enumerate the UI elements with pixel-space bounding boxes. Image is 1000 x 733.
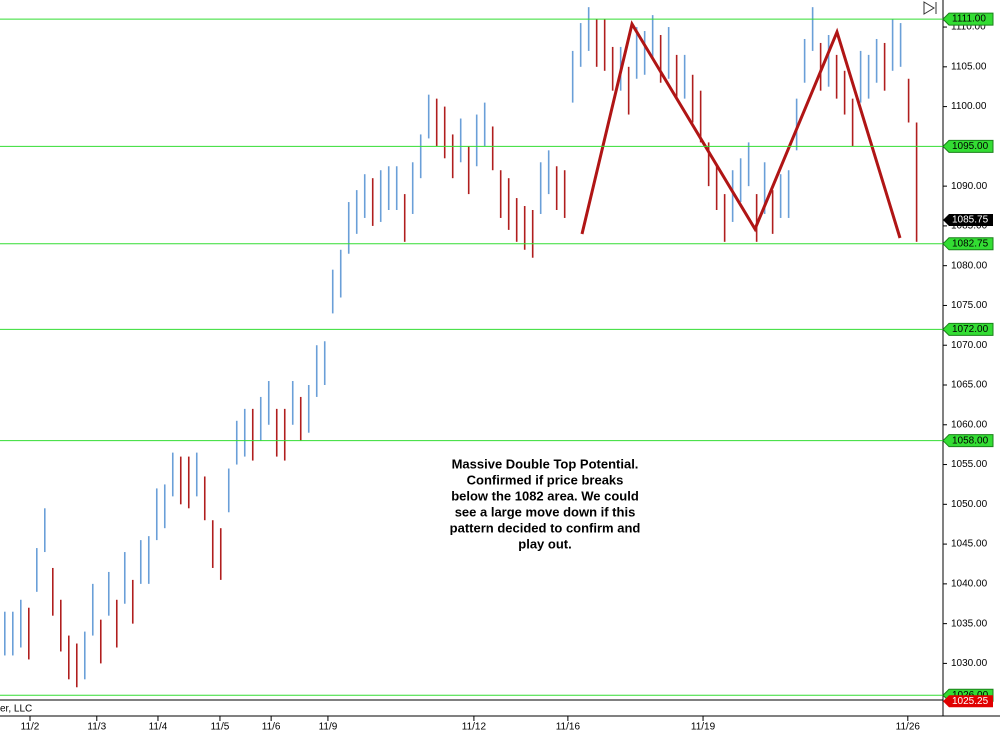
x-tick-label: 11/19 [691, 722, 716, 733]
footer-text: er, LLC [0, 704, 32, 715]
plot-area [3, 7, 918, 688]
level-tag [942, 139, 994, 153]
x-tick-label: 11/2 [21, 722, 40, 733]
x-tick-label: 11/4 [149, 722, 168, 733]
price-tag [943, 695, 993, 708]
annotation-line: pattern decided to confirm and [450, 520, 641, 535]
level-label: 1072.00 [952, 324, 989, 335]
y-tick-label: 1110.00 [951, 22, 986, 33]
y-tick-label: 1105.00 [951, 61, 987, 72]
level-tag [942, 237, 994, 251]
y-tick-label: 1085.00 [951, 221, 988, 232]
x-tick-label: 11/6 [262, 722, 281, 733]
x-tick-label: 11/3 [87, 722, 106, 733]
level-label: 1111.00 [952, 14, 986, 25]
y-tick-label: 1040.00 [951, 579, 988, 590]
annotation-line: play out. [518, 536, 571, 551]
level-tag [942, 434, 994, 448]
corner-icon [923, 1, 937, 15]
y-tick-label: 1080.00 [951, 260, 988, 271]
level-label: 1058.00 [952, 435, 989, 446]
y-tick-label: 1090.00 [951, 181, 988, 192]
y-tick-label: 1075.00 [951, 300, 988, 311]
y-tick-label: 1035.00 [951, 618, 988, 629]
y-tick-label: 1055.00 [951, 459, 988, 470]
y-tick-label: 1100.00 [951, 101, 987, 112]
y-tick-label: 1030.00 [951, 658, 988, 669]
level-tag [942, 322, 994, 336]
price-tag [943, 213, 993, 226]
level-tag [942, 12, 994, 26]
x-tick-label: 11/26 [896, 722, 921, 733]
y-tick-label: 1070.00 [951, 340, 988, 351]
level-label: 1095.00 [952, 141, 989, 152]
double-top-pattern [580, 20, 902, 239]
level-label: 1082.75 [952, 238, 989, 249]
price-tag-label: 1025.25 [952, 696, 989, 707]
annotation-line: see a large move down if this [455, 504, 636, 519]
x-tick-label: 11/9 [319, 722, 338, 733]
annotation-line: below the 1082 area. We could [451, 488, 639, 503]
x-tick-label: 11/16 [556, 722, 581, 733]
x-tick-label: 11/12 [462, 722, 487, 733]
annotation-line: Massive Double Top Potential. [452, 456, 639, 471]
x-tick-label: 11/5 [211, 722, 230, 733]
price-tag-label: 1085.75 [952, 215, 989, 226]
y-tick-label: 1045.00 [951, 539, 988, 550]
annotation-line: Confirmed if price breaks [467, 472, 624, 487]
y-tick-label: 1050.00 [951, 499, 988, 510]
y-tick-label: 1065.00 [951, 380, 988, 391]
y-tick-label: 1060.00 [951, 419, 988, 430]
